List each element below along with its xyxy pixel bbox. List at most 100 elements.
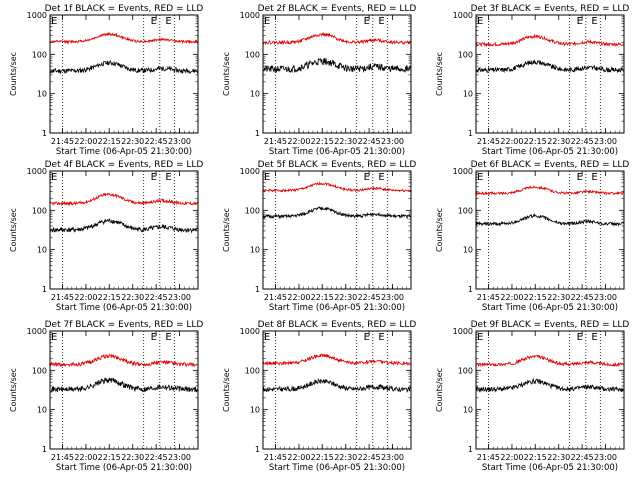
y-tick-label: 1 (42, 445, 47, 454)
x-tick-label: 22:30 (334, 137, 357, 146)
y-tick-label: 10 (463, 90, 473, 99)
x-tick-label: 22:30 (121, 453, 144, 462)
x-tick-label: 22:15 (524, 453, 547, 462)
x-tick-label: 23:00 (168, 453, 191, 462)
event-marker: E (364, 16, 370, 27)
y-tick-label: 1000 (453, 327, 473, 336)
event-marker: E (591, 16, 597, 27)
x-axis-label: Start Time (06-Apr-05 21:30:00) (482, 147, 618, 157)
series-line-events (262, 57, 412, 74)
x-tick-label: 21:45 (264, 293, 287, 302)
panel-title: Det 1f BLACK = Events, RED = LLD (45, 4, 204, 14)
x-tick-label: 22:45 (571, 453, 594, 462)
y-tick-label: 1000 (27, 167, 47, 176)
plot-frame (475, 14, 625, 134)
plot-frame (49, 170, 199, 290)
y-tick-label: 1000 (27, 11, 47, 20)
y-tick-label: 100 (32, 206, 47, 215)
panel-title: Det 5f BLACK = Events, RED = LLD (258, 160, 417, 170)
x-tick-label: 21:45 (264, 137, 287, 146)
x-axis-label: Start Time (06-Apr-05 21:30:00) (269, 463, 405, 473)
y-tick-label: 100 (32, 366, 47, 375)
y-tick-label: 1000 (240, 327, 260, 336)
x-tick-label: 22:00 (500, 137, 523, 146)
event-marker: E (477, 172, 483, 183)
x-tick-label: 22:30 (547, 453, 570, 462)
series-line-events (475, 377, 625, 393)
x-tick-label: 22:15 (311, 293, 334, 302)
event-marker: E (364, 332, 370, 343)
y-tick-label: 10 (463, 246, 473, 255)
x-tick-label: 23:00 (594, 293, 617, 302)
detector-panel-8: Det 8f BLACK = Events, RED = LLD Counts/s… (222, 320, 416, 473)
x-tick-label: 21:45 (51, 293, 74, 302)
y-tick-label: 100 (458, 50, 473, 59)
x-axis-label: Start Time (06-Apr-05 21:30:00) (482, 463, 618, 473)
panel-title: Det 9f BLACK = Events, RED = LLD (471, 320, 630, 330)
event-marker: E (378, 172, 384, 183)
x-tick-label: 22:15 (98, 453, 121, 462)
x-tick-label: 22:15 (98, 137, 121, 146)
x-tick-label: 21:45 (51, 453, 74, 462)
y-axis-label: Counts/sec (435, 52, 444, 96)
y-tick-label: 1000 (240, 167, 260, 176)
plot-frame (49, 330, 199, 450)
detector-panel-1: Det 1f BLACK = Events, RED = LLD Counts/s… (9, 4, 203, 157)
series-line-lld (262, 181, 412, 193)
y-axis-label: Counts/sec (435, 208, 444, 252)
x-tick-label: 22:00 (74, 453, 97, 462)
y-tick-label: 1 (42, 285, 47, 294)
series-line-lld (49, 31, 199, 45)
event-marker: E (165, 16, 171, 27)
series-line-events (262, 378, 412, 393)
panel-title: Det 3f BLACK = Events, RED = LLD (471, 4, 630, 14)
x-tick-label: 22:15 (524, 137, 547, 146)
y-axis-label: Counts/sec (222, 368, 231, 412)
y-tick-label: 1 (255, 129, 260, 138)
x-tick-label: 23:00 (594, 453, 617, 462)
x-tick-label: 22:30 (121, 137, 144, 146)
series-line-lld (49, 192, 199, 207)
y-axis-label: Counts/sec (9, 208, 18, 252)
event-marker: E (165, 332, 171, 343)
x-tick-label: 21:45 (477, 137, 500, 146)
y-axis-label: Counts/sec (222, 52, 231, 96)
plot-frame (475, 170, 625, 290)
event-marker: E (378, 16, 384, 27)
series-line-lld (262, 32, 412, 46)
series-line-lld (475, 185, 625, 196)
y-axis-label: Counts/sec (435, 368, 444, 412)
series-line-lld (475, 354, 625, 368)
event-marker: E (264, 16, 270, 27)
panel-title: Det 8f BLACK = Events, RED = LLD (258, 320, 417, 330)
event-marker: E (477, 16, 483, 27)
detector-panel-6: Det 6f BLACK = Events, RED = LLD Counts/s… (435, 160, 629, 313)
x-tick-label: 23:00 (381, 293, 404, 302)
series-line-lld (49, 353, 199, 368)
event-marker: E (577, 16, 583, 27)
x-tick-label: 23:00 (381, 453, 404, 462)
y-tick-label: 1 (255, 445, 260, 454)
series-line-events (49, 59, 199, 75)
x-tick-label: 21:45 (264, 453, 287, 462)
series-line-lld (262, 353, 412, 367)
y-tick-label: 1 (255, 285, 260, 294)
y-axis-label: Counts/sec (222, 208, 231, 252)
y-tick-label: 1 (468, 445, 473, 454)
y-tick-label: 10 (37, 90, 47, 99)
detector-panel-9: Det 9f BLACK = Events, RED = LLD Counts/s… (435, 320, 629, 473)
y-tick-label: 100 (458, 206, 473, 215)
panel-title: Det 4f BLACK = Events, RED = LLD (45, 160, 204, 170)
x-tick-label: 22:00 (74, 293, 97, 302)
y-tick-label: 10 (250, 90, 260, 99)
x-tick-label: 22:45 (145, 137, 168, 146)
y-tick-label: 100 (245, 50, 260, 59)
y-tick-label: 1 (42, 129, 47, 138)
event-marker: E (264, 172, 270, 183)
x-tick-label: 22:15 (524, 293, 547, 302)
y-tick-label: 1000 (453, 167, 473, 176)
x-tick-label: 22:15 (311, 453, 334, 462)
x-tick-label: 21:45 (477, 453, 500, 462)
event-marker: E (477, 332, 483, 343)
series-line-events (262, 206, 412, 220)
